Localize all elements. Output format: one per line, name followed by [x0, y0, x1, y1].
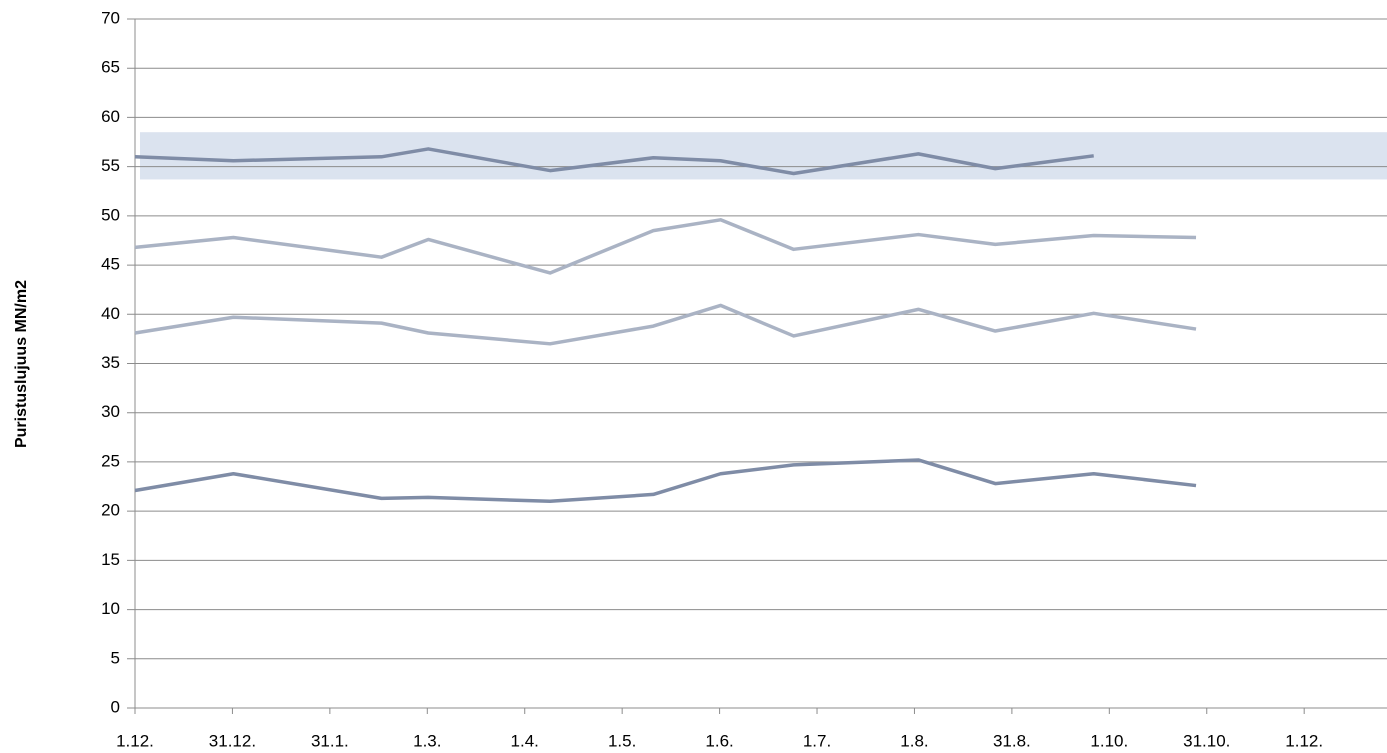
y-tick-label: 35: [101, 353, 120, 372]
x-tick-label: 1.12.: [116, 731, 154, 750]
y-tick-label: 45: [101, 255, 120, 274]
y-tick-label: 60: [101, 107, 120, 126]
x-tick-label: 1.5.: [608, 731, 636, 750]
y-tick-label: 65: [101, 58, 120, 77]
x-tick-label: 1.6.: [705, 731, 733, 750]
series-line: [134, 303, 1197, 346]
y-tick-label: 25: [101, 451, 120, 470]
series-line: [134, 147, 1094, 176]
y-tick-label: 30: [101, 402, 120, 421]
y-axis-title: Puristuslujuus MN/m2: [13, 280, 30, 448]
x-tick-label: 1.4.: [511, 731, 539, 750]
y-tick-label: 5: [111, 648, 120, 667]
y-tick-label: 70: [101, 8, 120, 27]
x-tick-label: 31.12.: [209, 731, 256, 750]
target-band: [140, 132, 1387, 180]
x-tick-label: 1.7.: [803, 731, 831, 750]
x-tick-label: 1.3.: [413, 731, 441, 750]
series-line: [134, 458, 1197, 504]
y-tick-label: 0: [111, 697, 120, 716]
x-tick-label: 31.10.: [1183, 731, 1230, 750]
x-tick-label: 31.8.: [993, 731, 1031, 750]
series-line: [134, 218, 1197, 275]
x-tick-label: 1.10.: [1090, 731, 1128, 750]
y-tick-label: 50: [101, 205, 120, 224]
x-tick-label: 1.12.: [1285, 731, 1323, 750]
y-tick-label: 10: [101, 599, 120, 618]
y-tick-label: 15: [101, 550, 120, 569]
y-tick-label: 55: [101, 156, 120, 175]
x-tick-label: 31.1.: [311, 731, 349, 750]
y-tick-label: 40: [101, 304, 120, 323]
y-tick-label: 20: [101, 501, 120, 520]
x-tick-label: 1.8.: [900, 731, 928, 750]
